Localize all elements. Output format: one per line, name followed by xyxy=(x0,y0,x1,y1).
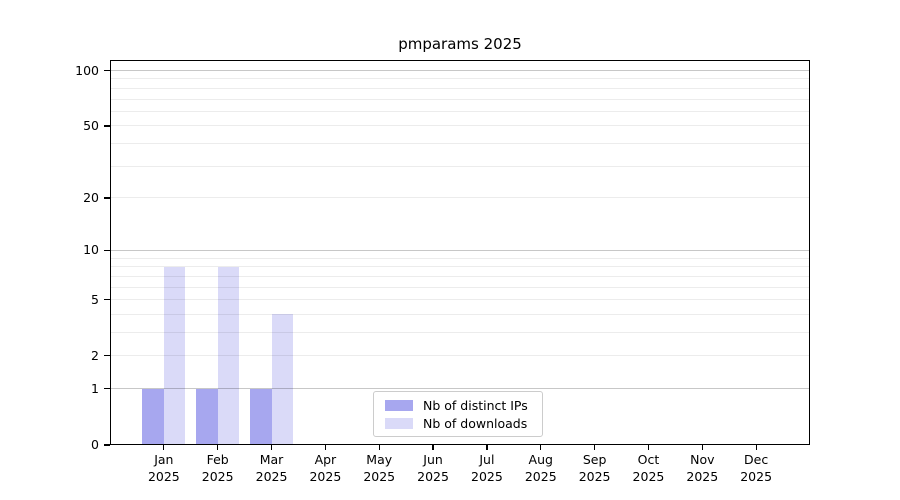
xtick-year-apr: 2025 xyxy=(309,468,342,484)
xtick-year-jun: 2025 xyxy=(417,468,449,484)
xtick-label-apr: Apr 2025 xyxy=(293,452,357,485)
ytick-mark-0 xyxy=(104,444,110,446)
legend-label-distinct-ips: Nb of distinct IPs xyxy=(423,397,528,413)
xtick-mark-jun xyxy=(432,445,434,450)
legend-label-downloads: Nb of downloads xyxy=(423,415,528,431)
xtick-year-may: 2025 xyxy=(363,468,396,484)
ytick-mark-5 xyxy=(104,299,110,301)
xtick-label-may: May 2025 xyxy=(347,452,411,485)
gridline-y-10 xyxy=(110,249,810,251)
xtick-month-oct: Oct xyxy=(637,452,660,467)
xtick-mark-aug xyxy=(540,445,542,450)
xtick-month-feb: Feb xyxy=(206,452,229,467)
xtick-mark-mar xyxy=(270,445,273,450)
xtick-year-mar: 2025 xyxy=(255,468,288,484)
xtick-mark-oct xyxy=(647,445,650,450)
gridline-y-80 xyxy=(110,87,810,89)
ytick-label-2: 2 xyxy=(91,347,99,363)
xtick-month-mar: Mar xyxy=(259,452,284,467)
xtick-year-sep: 2025 xyxy=(578,468,611,484)
bar-nb-of-distinct-ips-jan xyxy=(142,388,164,445)
ytick-mark-50 xyxy=(104,125,110,127)
legend-swatch-downloads xyxy=(385,417,413,429)
xtick-label-aug: Aug 2025 xyxy=(509,452,573,485)
chart-title: pmparams 2025 xyxy=(398,35,522,53)
gridline-y-30 xyxy=(110,165,810,167)
plot-area xyxy=(110,60,810,445)
xtick-label-nov: Nov 2025 xyxy=(670,452,734,485)
ytick-mark-1 xyxy=(104,388,110,390)
xtick-mark-sep xyxy=(594,445,596,450)
xtick-mark-feb xyxy=(217,445,219,450)
xtick-mark-nov xyxy=(701,445,703,450)
gridline-y-4 xyxy=(110,313,810,315)
legend-row-downloads: Nb of downloads xyxy=(385,416,531,431)
gridline-y-60 xyxy=(110,110,810,112)
ytick-label-50: 50 xyxy=(83,117,99,133)
xtick-label-dec: Dec 2025 xyxy=(724,452,788,485)
ytick-label-0: 0 xyxy=(91,437,99,452)
gridline-y-40 xyxy=(110,143,810,145)
xtick-year-jan: 2025 xyxy=(147,468,180,484)
gridline-y-5 xyxy=(110,299,810,301)
xtick-label-jan: Jan 2025 xyxy=(132,452,196,485)
ytick-mark-10 xyxy=(104,249,110,252)
ytick-label-5: 5 xyxy=(91,291,99,307)
gridline-y-8 xyxy=(110,266,810,268)
ytick-label-10: 10 xyxy=(83,242,99,258)
gridline-y-70 xyxy=(110,98,810,100)
xtick-month-may: May xyxy=(366,452,393,467)
ytick-label-20: 20 xyxy=(83,189,99,205)
gridline-y-6 xyxy=(110,286,810,288)
ytick-mark-20 xyxy=(104,197,110,199)
xtick-label-sep: Sep 2025 xyxy=(563,452,627,485)
xtick-year-dec: 2025 xyxy=(740,468,773,484)
gridline-y-3 xyxy=(110,332,810,334)
bar-nb-of-downloads-feb xyxy=(217,266,240,445)
xtick-year-aug: 2025 xyxy=(524,468,557,484)
bar-nb-of-downloads-jan xyxy=(163,266,186,445)
xtick-month-jul: Jul xyxy=(479,452,495,467)
xtick-label-mar: Mar 2025 xyxy=(240,452,304,485)
xtick-mark-jul xyxy=(486,445,488,450)
xtick-label-feb: Feb 2025 xyxy=(186,452,250,485)
xtick-month-apr: Apr xyxy=(314,452,337,467)
xtick-mark-jan xyxy=(163,445,165,450)
bar-nb-of-distinct-ips-feb xyxy=(196,388,218,445)
xtick-mark-dec xyxy=(755,445,757,450)
ytick-mark-100 xyxy=(104,69,110,72)
xtick-label-jul: Jul 2025 xyxy=(455,452,519,485)
gridline-y-100 xyxy=(110,70,810,72)
gridline-y-7 xyxy=(110,275,810,277)
xtick-month-jan: Jan xyxy=(154,452,174,467)
gridline-y-1 xyxy=(110,388,810,390)
ytick-mark-2 xyxy=(104,355,110,357)
bar-nb-of-downloads-mar xyxy=(271,314,294,445)
legend-box: Nb of distinct IPs Nb of downloads xyxy=(373,391,543,437)
xtick-month-jun: Jun xyxy=(423,452,443,467)
legend-row-distinct-ips: Nb of distinct IPs xyxy=(385,398,531,413)
xtick-year-oct: 2025 xyxy=(632,468,665,484)
xtick-month-nov: Nov xyxy=(690,452,715,467)
legend-swatch-distinct-ips xyxy=(385,399,413,411)
xtick-label-oct: Oct 2025 xyxy=(616,452,680,485)
gridline-y-9 xyxy=(110,257,810,259)
xtick-month-dec: Dec xyxy=(744,452,769,467)
ytick-label-1: 1 xyxy=(91,380,99,396)
xtick-label-jun: Jun 2025 xyxy=(401,452,465,485)
bar-nb-of-distinct-ips-mar xyxy=(250,388,272,445)
xtick-mark-may xyxy=(378,445,380,450)
gridline-y-90 xyxy=(110,78,810,80)
gridline-y-50 xyxy=(110,125,810,127)
gridline-y-2 xyxy=(110,355,810,357)
xtick-year-jul: 2025 xyxy=(471,468,503,484)
xtick-year-nov: 2025 xyxy=(686,468,719,484)
ytick-label-100: 100 xyxy=(75,62,99,78)
xtick-month-sep: Sep xyxy=(582,452,607,467)
xtick-year-feb: 2025 xyxy=(201,468,234,484)
gridline-y-20 xyxy=(110,197,810,199)
xtick-month-aug: Aug xyxy=(528,452,553,467)
xtick-mark-apr xyxy=(324,445,326,450)
